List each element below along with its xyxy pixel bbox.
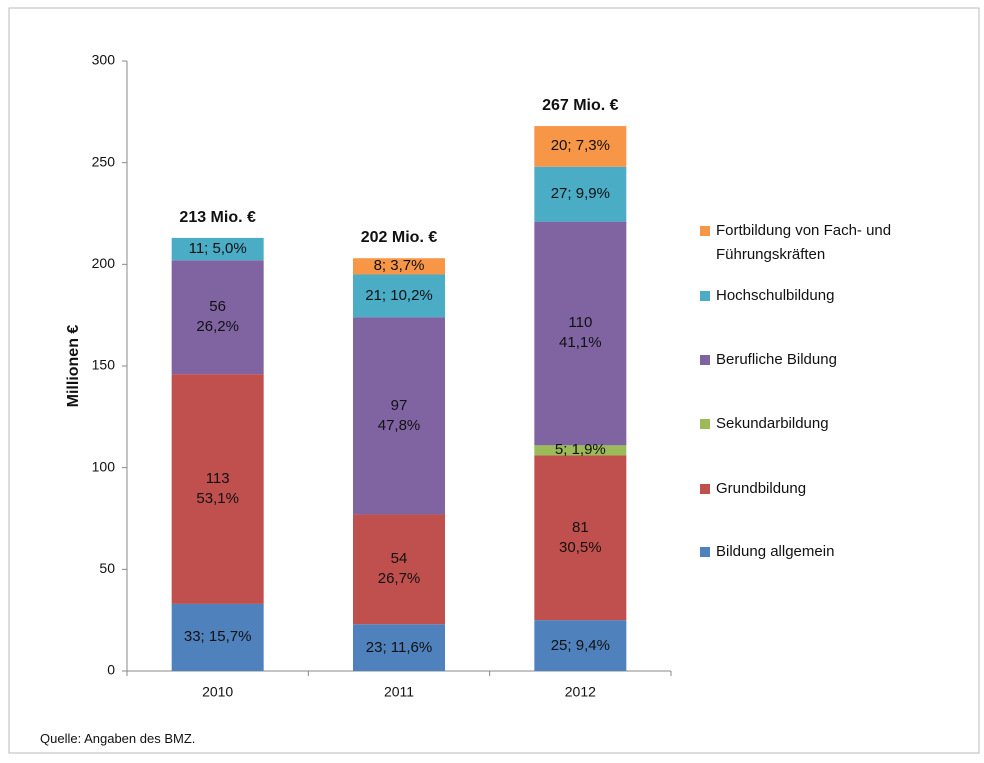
bar-segment	[171, 374, 264, 604]
bar-segment	[534, 221, 627, 446]
total-label: 202 Mio. €	[360, 229, 438, 247]
bar-segment	[171, 260, 264, 375]
y-tick-label: 250	[92, 153, 116, 169]
value-label: 8; 3,7%	[373, 257, 425, 275]
bar-segment	[534, 620, 627, 671]
bar-segment	[353, 317, 445, 515]
value-label: 27; 9,9%	[550, 185, 610, 203]
value-label: 81 30,5%	[559, 518, 602, 556]
bar-segment	[353, 514, 445, 625]
total-label: 213 Mio. €	[179, 208, 256, 226]
legend-swatch	[700, 419, 710, 429]
bar-segment	[353, 258, 445, 275]
chart-border	[8, 7, 980, 754]
legend-swatch	[700, 547, 710, 557]
value-label: 110 41,1%	[559, 314, 602, 352]
x-tick-label: 2011	[384, 684, 414, 700]
bar-segment	[171, 603, 264, 671]
value-label: 23; 11,6%	[365, 638, 433, 656]
y-tick-label: 200	[92, 255, 116, 271]
value-label: 33; 15,7%	[183, 628, 252, 646]
y-tick-label: 300	[92, 52, 116, 68]
value-label: 56 26,2%	[196, 298, 239, 336]
bar-segment	[534, 166, 627, 222]
legend-swatch	[700, 291, 710, 301]
legend-label: Bildung allgemein	[716, 543, 835, 560]
value-label: 25; 9,4%	[550, 636, 610, 654]
value-label: 113 53,1%	[196, 470, 239, 508]
legend-swatch	[700, 484, 710, 494]
value-label: 11; 5,0%	[188, 240, 247, 258]
y-tick-label: 150	[92, 357, 116, 373]
source-note: Quelle: Angaben des BMZ.	[40, 731, 196, 746]
y-tick-label: 50	[99, 560, 115, 576]
legend-swatch	[700, 355, 710, 365]
legend-label: Sekundarbildung	[716, 415, 829, 432]
bar-segment	[534, 455, 627, 621]
bar-segment	[534, 445, 627, 456]
bar-segment	[534, 126, 627, 167]
bar-segment	[353, 274, 445, 318]
value-label: 97 47,8%	[377, 396, 421, 434]
legend-label: Berufliche Bildung	[716, 351, 837, 368]
value-label: 54 26,7%	[377, 550, 421, 588]
legend-label: Fortbildung von Fach- und Führungskräfte…	[716, 222, 892, 263]
legend-swatch	[700, 226, 710, 236]
value-label: 5; 1,9%	[554, 441, 606, 459]
value-label: 20; 7,3%	[550, 137, 610, 155]
bar-segment	[171, 237, 264, 261]
legend-label: Grundbildung	[716, 480, 807, 497]
total-label: 267 Mio. €	[542, 97, 619, 115]
x-tick-label: 2012	[565, 684, 596, 700]
legend-label: Hochschulbildung	[716, 287, 835, 304]
x-tick-label: 2010	[202, 684, 233, 700]
y-tick-label: 0	[107, 662, 115, 678]
bar-segment	[353, 624, 445, 671]
y-tick-label: 100	[92, 458, 116, 474]
value-label: 21; 10,2%	[365, 286, 433, 304]
y-axis-title: Millionen €	[65, 325, 82, 408]
